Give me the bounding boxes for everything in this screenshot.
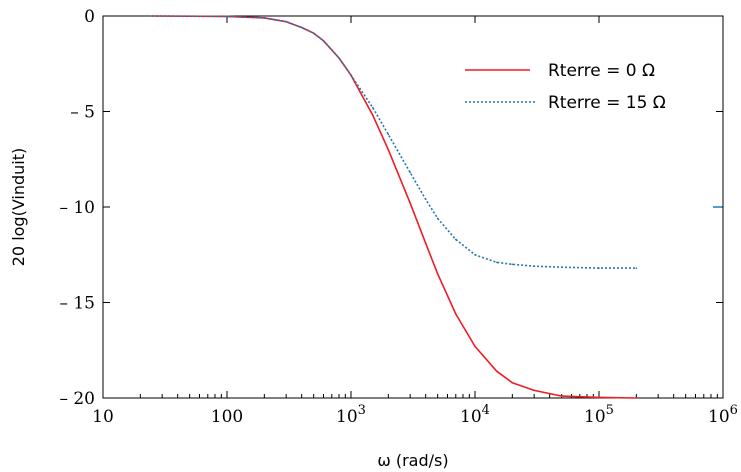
- series-2-point: [424, 198, 427, 201]
- y-axis-label: 20 log(Vinduit): [9, 148, 28, 267]
- series-2-point: [151, 15, 154, 17]
- x-tick-label: 106: [708, 403, 738, 427]
- series-1-point: [474, 345, 476, 348]
- series-1-point: [511, 381, 514, 384]
- series-2-point: [285, 20, 287, 23]
- legend: Rterre = 0 Ω Rterre = 15 Ω: [465, 61, 666, 113]
- series-2-point: [387, 133, 390, 136]
- x-tick-label: 103: [336, 403, 366, 427]
- series-2-point: [496, 261, 498, 264]
- series-1-point: [372, 114, 374, 117]
- series-1-point: [409, 202, 411, 204]
- legend-label-series-1: Rterre = 0 Ω: [548, 61, 655, 81]
- series-2-point: [598, 267, 600, 269]
- y-tick-label: – 15: [59, 294, 95, 314]
- x-tick-label: 105: [584, 403, 614, 427]
- series-1-point: [436, 273, 439, 275]
- y-tick-label: – 10: [59, 198, 95, 218]
- axis-ticks: 10 100 103 104 105 106 0 – 5 – 10 – 15 – 20: [59, 7, 738, 427]
- series-2-point: [300, 26, 303, 29]
- y-tick-label: – 20: [59, 389, 95, 409]
- series-1-point: [496, 370, 498, 373]
- series-1-point: [454, 313, 457, 315]
- series-2-point: [372, 106, 374, 109]
- series-2-point: [436, 217, 439, 220]
- x-axis-label: ω (rad/s): [377, 451, 448, 470]
- series-2-point: [560, 266, 563, 268]
- series-2-point: [322, 40, 325, 42]
- series-2-point: [511, 263, 514, 266]
- series-1-point: [533, 389, 535, 392]
- series-2-point: [533, 265, 535, 268]
- series-2-point: [338, 57, 340, 59]
- x-tick-label: 104: [460, 403, 490, 427]
- series-line-2: [152, 15, 637, 269]
- series-2-point: [350, 74, 352, 77]
- legend-label-series-2: Rterre = 15 Ω: [548, 93, 666, 113]
- series-2-point: [312, 32, 315, 34]
- y-tick-label: 0: [84, 7, 95, 27]
- series-2-point: [409, 171, 411, 174]
- series-1-point: [560, 395, 563, 397]
- x-tick-label: 10: [92, 407, 114, 427]
- series-2-point: [226, 15, 228, 18]
- series-1-point: [635, 397, 638, 399]
- series-1-point: [387, 148, 390, 151]
- series-1-point: [424, 242, 427, 245]
- series-line-1: [152, 15, 637, 399]
- series-group: [151, 15, 638, 399]
- y-tick-label: – 5: [70, 103, 95, 123]
- series-2-point: [263, 17, 266, 19]
- series-2-point: [635, 267, 638, 269]
- x-tick-label: 100: [211, 407, 243, 427]
- series-2-point: [454, 238, 457, 241]
- series-2-point: [474, 253, 476, 256]
- series-1-point: [598, 396, 600, 399]
